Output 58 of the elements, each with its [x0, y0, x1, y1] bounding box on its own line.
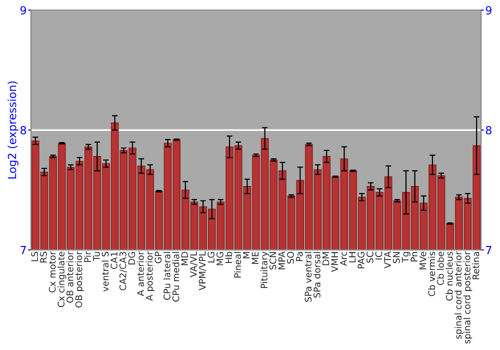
x-tick-label: OB anterior	[66, 251, 74, 303]
y-tick-label: 7	[20, 246, 26, 254]
x-tick-label: CPu lateral	[163, 252, 170, 300]
x-tick-label: ventral S	[102, 252, 109, 292]
x-tick-label: Retina	[472, 252, 480, 280]
x-tick-label: VPM/VPL	[198, 251, 206, 290]
x-tick-label: Arc	[340, 252, 347, 266]
x-tick-label: Pir	[84, 251, 91, 262]
x-tick-label: SPa dorsal	[313, 252, 320, 298]
x-tick-label: Cx cingulate	[58, 252, 66, 308]
x-tick-label: SO	[287, 252, 294, 264]
y-tick-label: 9	[20, 6, 26, 15]
x-tick-label: spinal cord posterior	[463, 251, 472, 344]
x-tick-label: CA1	[110, 252, 118, 270]
x-tick-label: DM	[322, 252, 330, 266]
x-tick-label: Tu	[93, 252, 100, 262]
x-tick-label: GP	[154, 252, 162, 264]
x-tick-label: MPA	[278, 251, 285, 270]
x-tick-label: VA/VL	[190, 251, 198, 278]
x-tick-label: VMH	[331, 252, 338, 272]
x-tick-label: CA2/CA3	[119, 252, 127, 290]
x-tick-label: M	[243, 252, 250, 258]
y2-tick-label: 7	[486, 246, 492, 254]
y-tick-label: 8	[20, 126, 26, 134]
x-tick-label: Pa	[296, 252, 303, 261]
x-tick-label: A anterior	[136, 251, 144, 296]
y2-tick-label: 8	[486, 126, 492, 134]
x-tick-label: SC	[366, 252, 374, 263]
y-axis-title: Log2 (expression)	[8, 81, 18, 178]
x-tick-label: IC	[375, 252, 382, 260]
x-tick-label: CPu medial	[172, 252, 180, 302]
x-tick-label: LS	[31, 252, 38, 262]
x-tick-label: spinal cord anterior	[454, 251, 464, 339]
x-tick-label: A posterior	[146, 251, 154, 301]
x-tick-label: Pituitary	[260, 252, 270, 288]
y2-tick-label: 9	[486, 6, 492, 15]
x-tick-label: Cb nucleus	[446, 252, 453, 301]
x-tick-label: MG	[216, 252, 224, 266]
x-tick-label: DG	[128, 252, 136, 264]
x-tick-label: LH	[348, 252, 356, 262]
x-tick-label: OB posterior	[75, 251, 84, 308]
x-tick-label: MD	[181, 252, 188, 266]
x-tick-label: Cb vermis	[428, 252, 436, 296]
x-tick-label: Tg	[402, 252, 410, 263]
x-tick-label: Pn	[410, 252, 418, 262]
x-tick-label: ME	[252, 252, 258, 264]
x-tick-label: Hb	[225, 252, 232, 263]
x-tick-label: VTA	[384, 251, 391, 268]
x-tick-label: SPa ventral	[304, 252, 312, 302]
x-tick-label: LG	[208, 252, 214, 262]
x-tick-label: SN	[392, 252, 400, 264]
x-tick-label: MVe	[420, 252, 426, 270]
x-tick-label: RS	[40, 252, 47, 262]
x-tick-label: Cx motor	[48, 251, 56, 292]
x-tick-label: Cb lobe	[436, 252, 444, 286]
x-tick-label: SCN	[269, 252, 276, 270]
x-tick-label: PAG	[358, 252, 364, 268]
x-tick-label: Pineal	[234, 252, 241, 278]
